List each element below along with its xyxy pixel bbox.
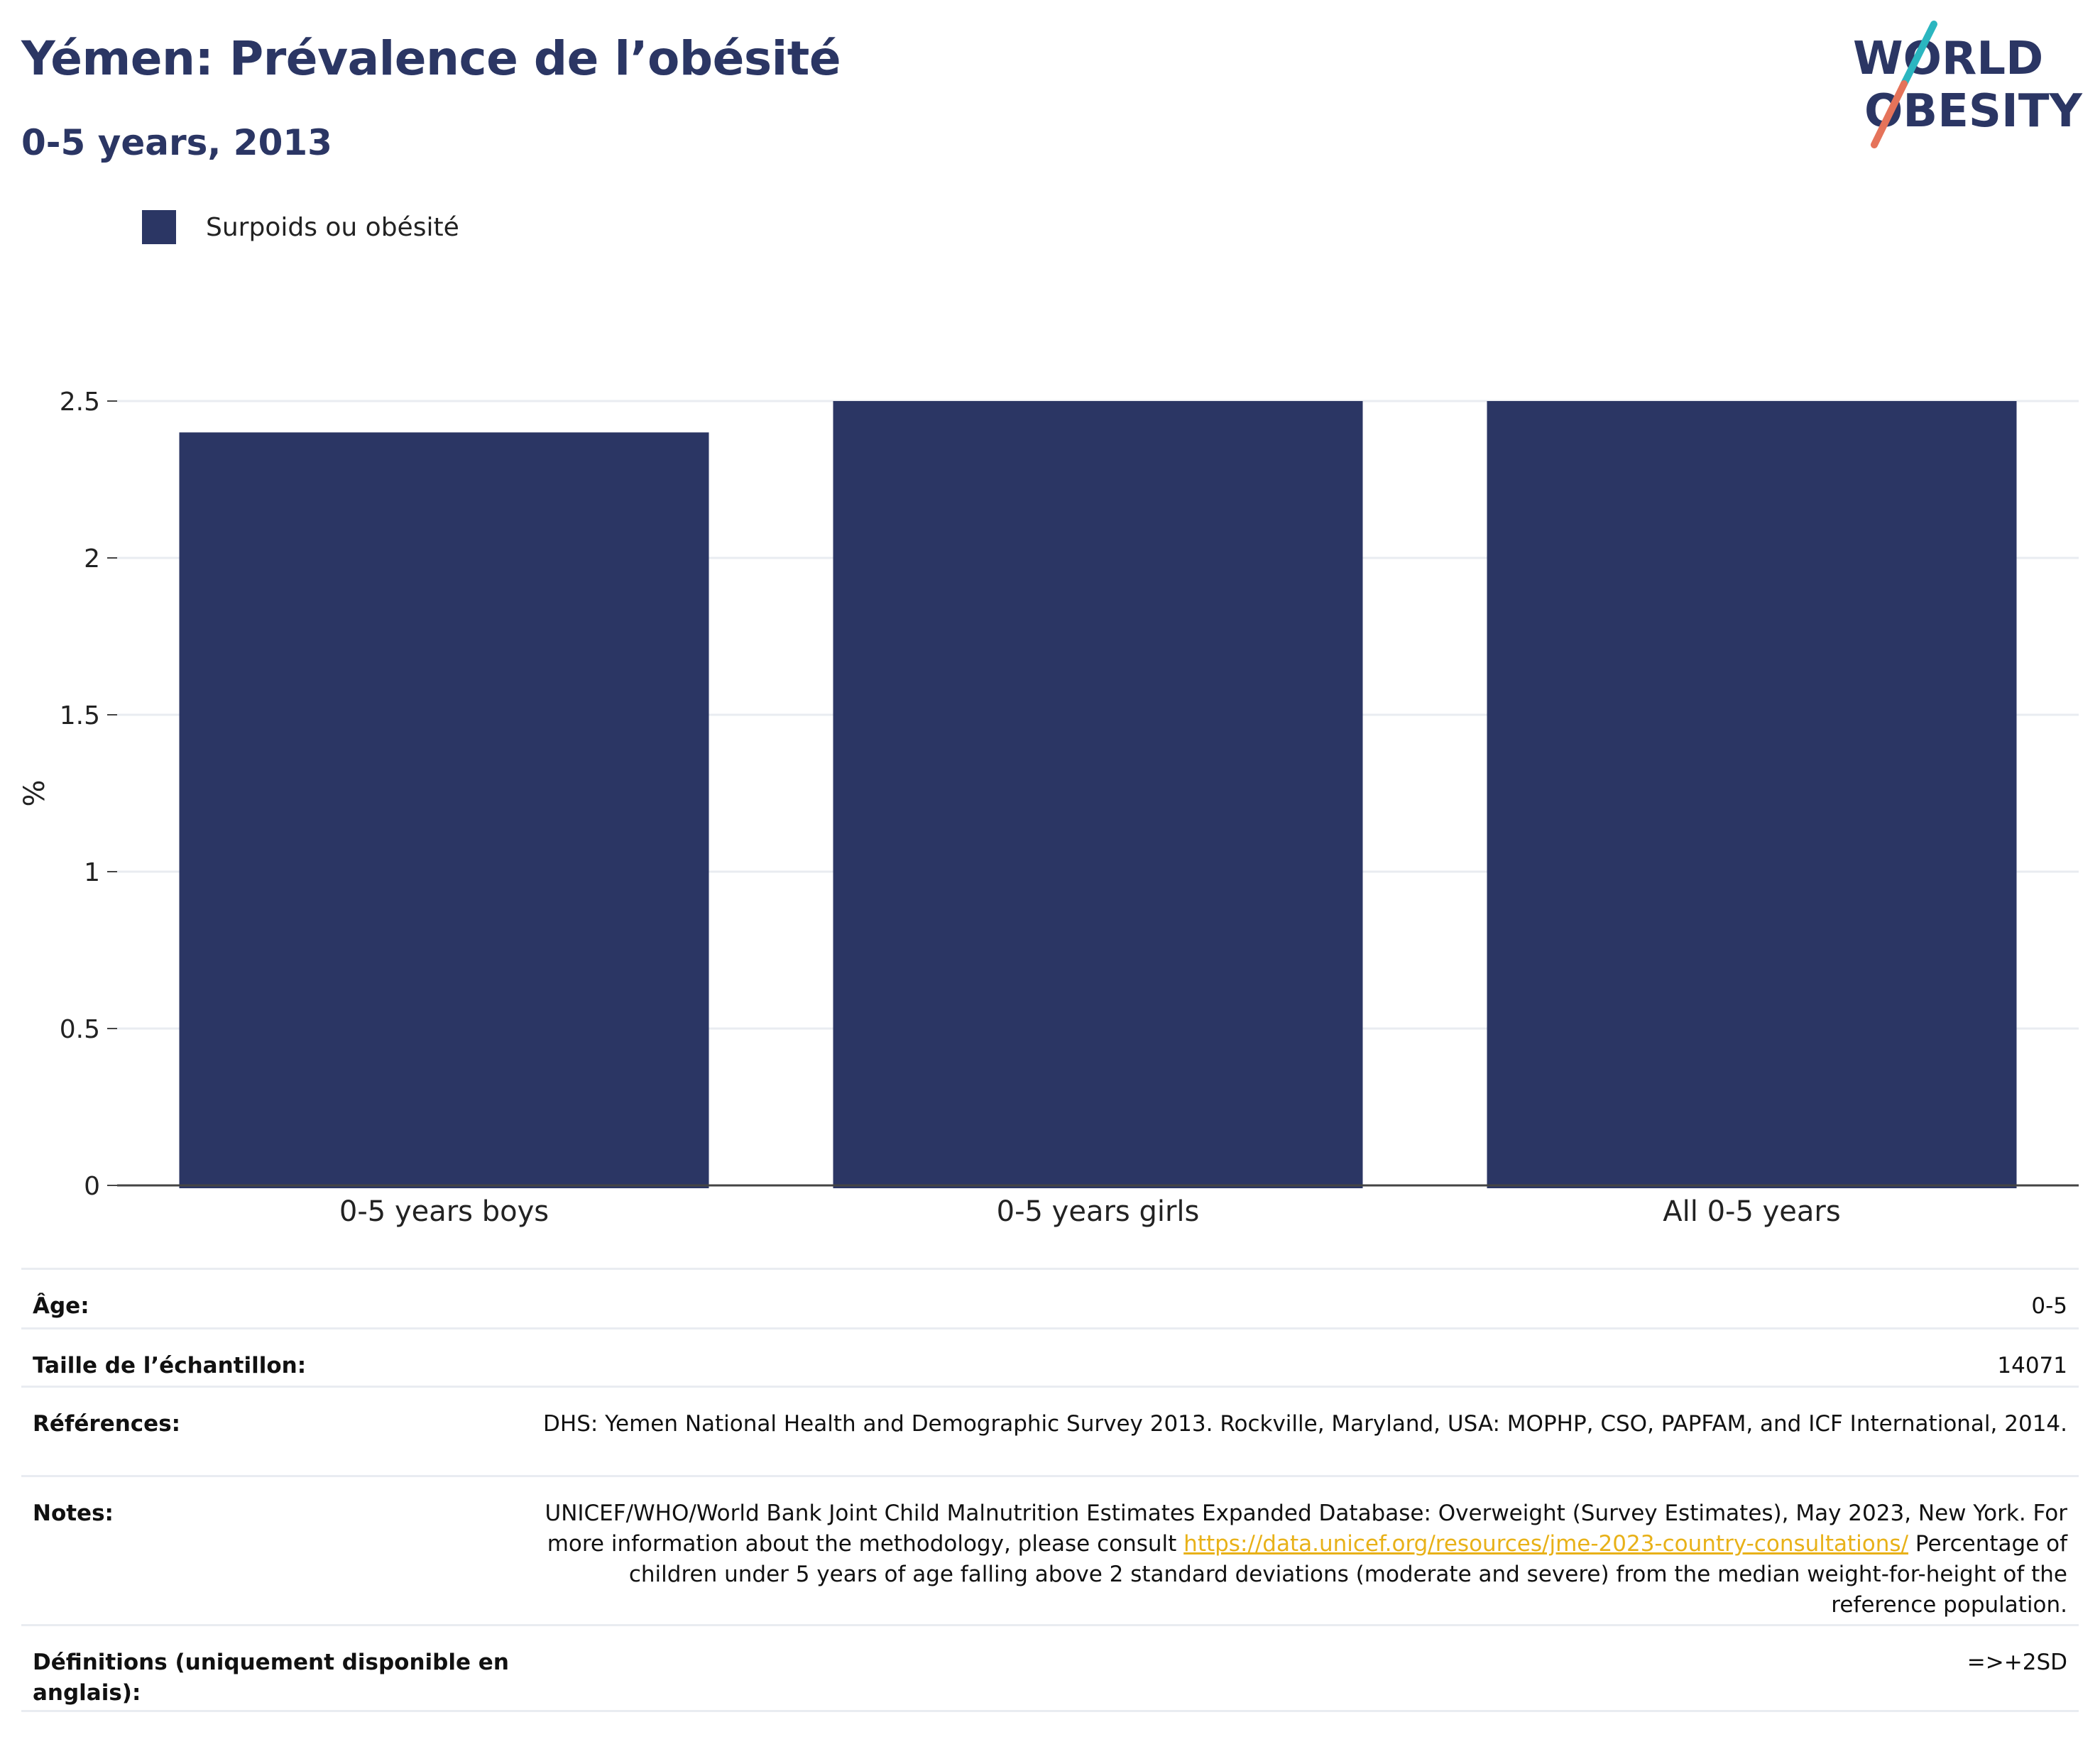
y-tick-label: 0.5 — [60, 1015, 100, 1044]
bar — [179, 432, 709, 1189]
meta-value: 0-5 — [2031, 1293, 2067, 1319]
y-tick-label: 1.5 — [60, 701, 100, 730]
page-title: Yémen: Prévalence de l’obésité — [21, 31, 841, 86]
notes-text-after: Percentage of children under 5 years of … — [628, 1531, 2067, 1618]
notes-text-before: UNICEF/WHO/World Bank Joint Child Malnut… — [545, 1501, 2068, 1557]
axis-layer: 0 0.5 1 1.5 2 2.5 0-5 years boys 0-5 years girl… — [60, 388, 2079, 1228]
x-tick-label: 0-5 years girls — [997, 1195, 1200, 1228]
bar-chart: 0 0.5 1 1.5 2 2.5 0-5 years boys 0-5 years girl… — [18, 388, 2079, 1228]
meta-label: Références: — [33, 1411, 181, 1437]
meta-row-definitions: Définitions (uniquement disponible en an… — [21, 1624, 2079, 1712]
legend-label: Surpoids ou obésité — [206, 212, 459, 242]
meta-label: Âge: — [33, 1293, 89, 1319]
logo-slash-coral — [1871, 80, 1908, 148]
y-tick-label: 2.5 — [60, 388, 100, 417]
world-obesity-logo: WORLD OBESITY — [1853, 21, 2082, 148]
x-tick-label: 0-5 years boys — [339, 1195, 549, 1228]
legend-swatch — [142, 210, 176, 244]
meta-label: Définitions (uniquement disponible en an… — [33, 1650, 509, 1706]
meta-value: 14071 — [1997, 1353, 2067, 1378]
notes-link[interactable]: https://data.unicef.org/resources/jme-20… — [1183, 1531, 1909, 1557]
chart-legend: Surpoids ou obésité — [142, 210, 459, 244]
meta-value: =>+2SD — [1967, 1650, 2067, 1675]
y-axis-label: % — [18, 779, 51, 806]
meta-label: Notes: — [33, 1501, 114, 1526]
y-tick-label: 1 — [84, 858, 100, 887]
meta-row-sample-size: Taille de l’échantillon: 14071 — [21, 1327, 2079, 1386]
bar-layer — [179, 401, 2017, 1189]
page-subtitle: 0-5 years, 2013 — [21, 122, 332, 163]
meta-value: DHS: Yemen National Health and Demograph… — [543, 1411, 2067, 1437]
bar — [1487, 401, 2017, 1188]
logo-slash-teal — [1901, 21, 1937, 87]
metadata-table: Âge: 0-5 Taille de l’échantillon: 14071 … — [21, 1268, 2079, 1712]
bar — [833, 401, 1363, 1188]
y-tick-label: 2 — [84, 544, 100, 574]
logo-line-1: WORLD — [1853, 33, 2043, 85]
meta-row-notes: Notes: UNICEF/WHO/World Bank Joint Child… — [21, 1475, 2079, 1624]
y-tick-label: 0 — [84, 1172, 100, 1201]
meta-value: UNICEF/WHO/World Bank Joint Child Malnut… — [530, 1498, 2068, 1621]
meta-label: Taille de l’échantillon: — [33, 1353, 307, 1378]
x-tick-label: All 0-5 years — [1663, 1195, 1840, 1228]
meta-row-age: Âge: 0-5 — [21, 1268, 2079, 1327]
meta-row-references: Références: DHS: Yemen National Health a… — [21, 1386, 2079, 1475]
